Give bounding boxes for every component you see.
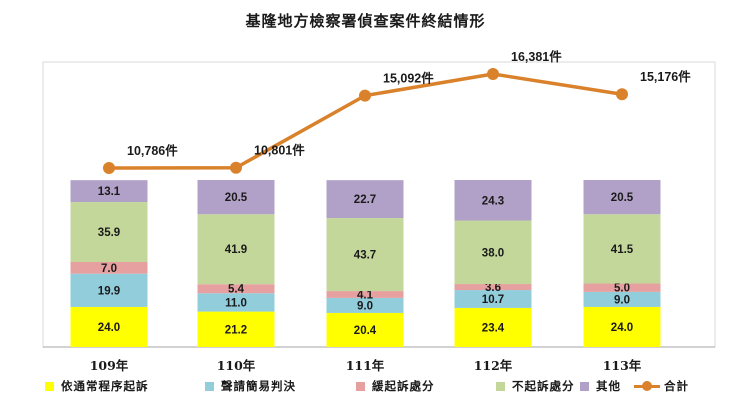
- data-label: 43.7: [354, 250, 376, 262]
- legend-swatch: [496, 381, 505, 391]
- data-label: 4.1: [357, 289, 374, 301]
- legend-swatch: [205, 381, 214, 391]
- bar-segment: [70, 306, 148, 347]
- data-label: 35.9: [98, 227, 120, 239]
- x-tick-label: 112年: [474, 358, 513, 373]
- bar-segment: [70, 202, 148, 262]
- legend-line-marker: [634, 380, 660, 392]
- data-label: 19.9: [98, 285, 120, 297]
- data-label: 20.4: [354, 325, 377, 337]
- data-label: 7.0: [101, 263, 117, 275]
- legend-swatch: [45, 381, 54, 391]
- bar-segment: [454, 290, 532, 308]
- bar-segment: [454, 220, 532, 285]
- data-label: 21.2: [225, 324, 247, 336]
- data-label: 5.0: [614, 283, 630, 295]
- total-label: 10,801件: [254, 143, 305, 158]
- data-label: 41.9: [225, 244, 247, 256]
- x-tick-label: 110年: [217, 358, 256, 373]
- bar-segment: [70, 180, 148, 203]
- data-label: 3.6: [485, 282, 501, 294]
- bar-segment: [326, 180, 404, 219]
- data-label: 24.0: [98, 322, 120, 334]
- legend-swatch: [356, 381, 365, 391]
- legend-item: 緩起訴處分: [356, 377, 435, 395]
- bar-segment: [197, 284, 275, 294]
- legend-label: 聲請簡易判決: [221, 379, 296, 393]
- data-label: 23.4: [482, 322, 505, 334]
- x-tick-label: 113年: [603, 358, 642, 373]
- bar-segment: [583, 306, 661, 347]
- total-label: 16,381件: [511, 49, 562, 64]
- data-label: 13.1: [98, 186, 121, 198]
- bar-segment: [454, 180, 532, 221]
- chart-legend: 依通常程序起訴 聲請簡易判決 緩起訴處分 不起訴處分 其他 合計: [0, 377, 731, 395]
- legend-item: 依通常程序起訴: [45, 377, 149, 395]
- bar-segment: [197, 311, 275, 347]
- bar-segment: [197, 293, 275, 312]
- legend-item: 不起訴處分: [496, 377, 575, 395]
- total-point: [359, 89, 371, 102]
- total-label: 10,786件: [127, 143, 178, 158]
- x-tick-label: 109年: [90, 358, 129, 373]
- total-point: [487, 68, 499, 80]
- bar-segment: [454, 307, 532, 347]
- data-label: 9.0: [357, 300, 373, 312]
- data-label: 11.0: [225, 297, 247, 309]
- data-label: 20.5: [225, 192, 248, 204]
- bar-segment: [326, 312, 404, 347]
- data-label: 5.4: [228, 284, 245, 296]
- total-point: [616, 88, 628, 101]
- total-label: 15,176件: [640, 69, 691, 84]
- legend-label: 不起訴處分: [512, 379, 575, 393]
- legend-item: 聲請簡易判決: [205, 377, 296, 395]
- total-point: [230, 161, 242, 174]
- data-label: 38.0: [482, 247, 504, 259]
- total-label: 15,092件: [383, 71, 434, 86]
- bar-segment: [70, 261, 148, 274]
- bar-segment: [197, 180, 275, 215]
- bar-segment: [70, 273, 148, 307]
- data-label: 22.7: [354, 194, 376, 206]
- bar-segment: [583, 291, 661, 307]
- data-label: 9.0: [614, 294, 630, 306]
- total-line: [108, 72, 623, 170]
- legend-label: 其他: [596, 379, 621, 393]
- data-label: 20.5: [611, 192, 634, 204]
- bar-segment: [326, 297, 404, 313]
- legend-swatch: [580, 381, 589, 391]
- bar-segment: [326, 291, 404, 298]
- bar-segment: [583, 214, 661, 284]
- chart-title: 基隆地方檢察署偵查案件終結情形: [245, 12, 486, 30]
- data-label: 24.3: [482, 195, 504, 207]
- legend-label: 依通常程序起訴: [61, 379, 149, 393]
- data-label: 10.7: [482, 294, 504, 306]
- legend-label: 合計: [664, 379, 689, 393]
- x-tick-label: 111年: [346, 358, 385, 373]
- legend-item: 其他: [580, 377, 621, 395]
- data-label: 41.5: [611, 244, 634, 256]
- legend-item: 合計: [634, 377, 689, 395]
- bar-segment: [583, 283, 661, 292]
- bar-segment: [197, 214, 275, 285]
- bar-segment: [583, 180, 661, 215]
- legend-label: 緩起訴處分: [372, 379, 435, 393]
- total-point: [103, 162, 115, 174]
- data-label: 24.0: [611, 322, 633, 334]
- bar-segment: [326, 218, 404, 292]
- bar-segment: [454, 284, 532, 291]
